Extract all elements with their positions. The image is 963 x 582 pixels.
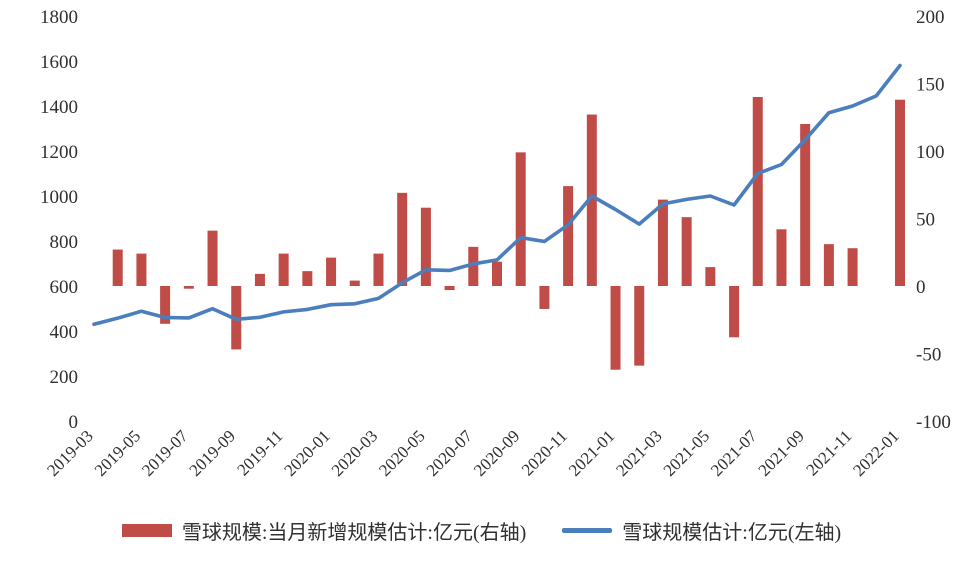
x-axis-tick: 2020-07 xyxy=(423,426,477,480)
bar-2019-12 xyxy=(302,271,313,286)
bar-2019-04 xyxy=(112,249,123,286)
x-axis-tick: 2019-03 xyxy=(43,426,97,480)
bar-2021-11 xyxy=(847,248,858,286)
bar-2022-01 xyxy=(895,99,905,286)
bar-2021-01 xyxy=(610,286,621,370)
bar-2021-03 xyxy=(657,199,668,286)
x-axis-tick: 2019-11 xyxy=(233,426,286,479)
chart-legend: 雪球规模:当月新增规模估计:亿元(右轴) 雪球规模估计:亿元(左轴) xyxy=(0,516,963,545)
bar-2020-02 xyxy=(349,280,360,286)
x-axis-tick: 2019-07 xyxy=(138,426,192,480)
bar-2021-07 xyxy=(752,97,763,286)
right-axis-tick: 200 xyxy=(916,7,945,28)
bar-2021-05 xyxy=(705,267,716,286)
bar-2019-11 xyxy=(278,253,289,286)
x-axis-tick: 2020-11 xyxy=(518,426,571,479)
bar-2020-12 xyxy=(586,114,597,286)
x-axis-tick: 2020-01 xyxy=(280,426,334,480)
left-axis-tick: 1200 xyxy=(40,142,78,163)
bar-2019-10 xyxy=(254,273,265,286)
bar-2021-06 xyxy=(729,286,740,338)
left-axis-tick: 1400 xyxy=(40,97,78,118)
left-axis-tick: 1600 xyxy=(40,52,78,73)
right-axis-tick: -100 xyxy=(916,412,951,433)
bar-2020-11 xyxy=(563,186,574,286)
bar-2020-07 xyxy=(468,246,479,286)
left-axis-tick: 1800 xyxy=(40,7,78,28)
bar-2020-01 xyxy=(326,257,337,286)
bar-2020-04 xyxy=(397,192,408,286)
x-axis-tick: 2021-03 xyxy=(612,426,666,480)
bar-2019-06 xyxy=(160,286,171,324)
left-axis-tick: 600 xyxy=(50,277,79,298)
bar-2021-04 xyxy=(681,217,692,286)
line-series-swatch xyxy=(562,528,613,533)
left-axis-tick: 400 xyxy=(50,322,79,343)
right-axis-tick: 50 xyxy=(916,210,935,231)
bar-2019-08 xyxy=(207,230,218,286)
right-axis-tick: -50 xyxy=(916,345,941,366)
bar-2019-05 xyxy=(136,253,147,286)
bar-2020-06 xyxy=(444,286,455,291)
x-axis-tick: 2021-11 xyxy=(802,426,855,479)
bar-series-swatch xyxy=(121,524,172,537)
x-axis-tick: 2021-09 xyxy=(754,426,808,480)
bar-2021-09 xyxy=(800,124,811,286)
bar-2021-08 xyxy=(776,229,787,286)
bar-2020-05 xyxy=(420,207,431,286)
x-axis-tick: 2021-01 xyxy=(565,426,619,480)
bar-2021-02 xyxy=(634,286,645,366)
line-series-label: 雪球规模估计:亿元(左轴) xyxy=(622,522,842,544)
bar-series-label: 雪球规模:当月新增规模估计:亿元(右轴) xyxy=(181,522,527,544)
left-axis-tick: 0 xyxy=(69,412,79,433)
bar-2019-07 xyxy=(183,286,194,289)
legend-item-line-series: 雪球规模估计:亿元(左轴) xyxy=(562,516,841,545)
x-axis-tick: 2019-05 xyxy=(91,426,145,480)
x-axis-tick: 2020-03 xyxy=(328,426,382,480)
legend-item-bar-series: 雪球规模:当月新增规模估计:亿元(右轴) xyxy=(121,516,527,545)
bar-2020-09 xyxy=(515,152,526,286)
right-axis-tick: 0 xyxy=(916,277,926,298)
left-axis-tick: 1000 xyxy=(40,187,78,208)
bar-2020-10 xyxy=(539,286,550,309)
right-axis-tick: 150 xyxy=(916,75,945,96)
bar-2020-08 xyxy=(492,261,502,286)
x-axis-tick: 2022-01 xyxy=(849,426,903,480)
x-axis-tick: 2021-05 xyxy=(660,426,714,480)
x-axis-tick: 2019-09 xyxy=(186,426,240,480)
x-axis-tick: 2021-07 xyxy=(707,426,761,480)
combo-chart: 020040060080010001200140016001800-100-50… xyxy=(40,7,951,480)
x-axis-tick: 2020-09 xyxy=(470,426,524,480)
line-series-path xyxy=(92,63,902,327)
x-axis-tick: 2020-05 xyxy=(375,426,429,480)
right-axis-tick: 100 xyxy=(916,142,945,163)
left-axis-tick: 200 xyxy=(50,367,79,388)
bar-2020-03 xyxy=(373,253,384,286)
left-axis-tick: 800 xyxy=(50,232,79,253)
bar-2021-10 xyxy=(823,244,834,286)
